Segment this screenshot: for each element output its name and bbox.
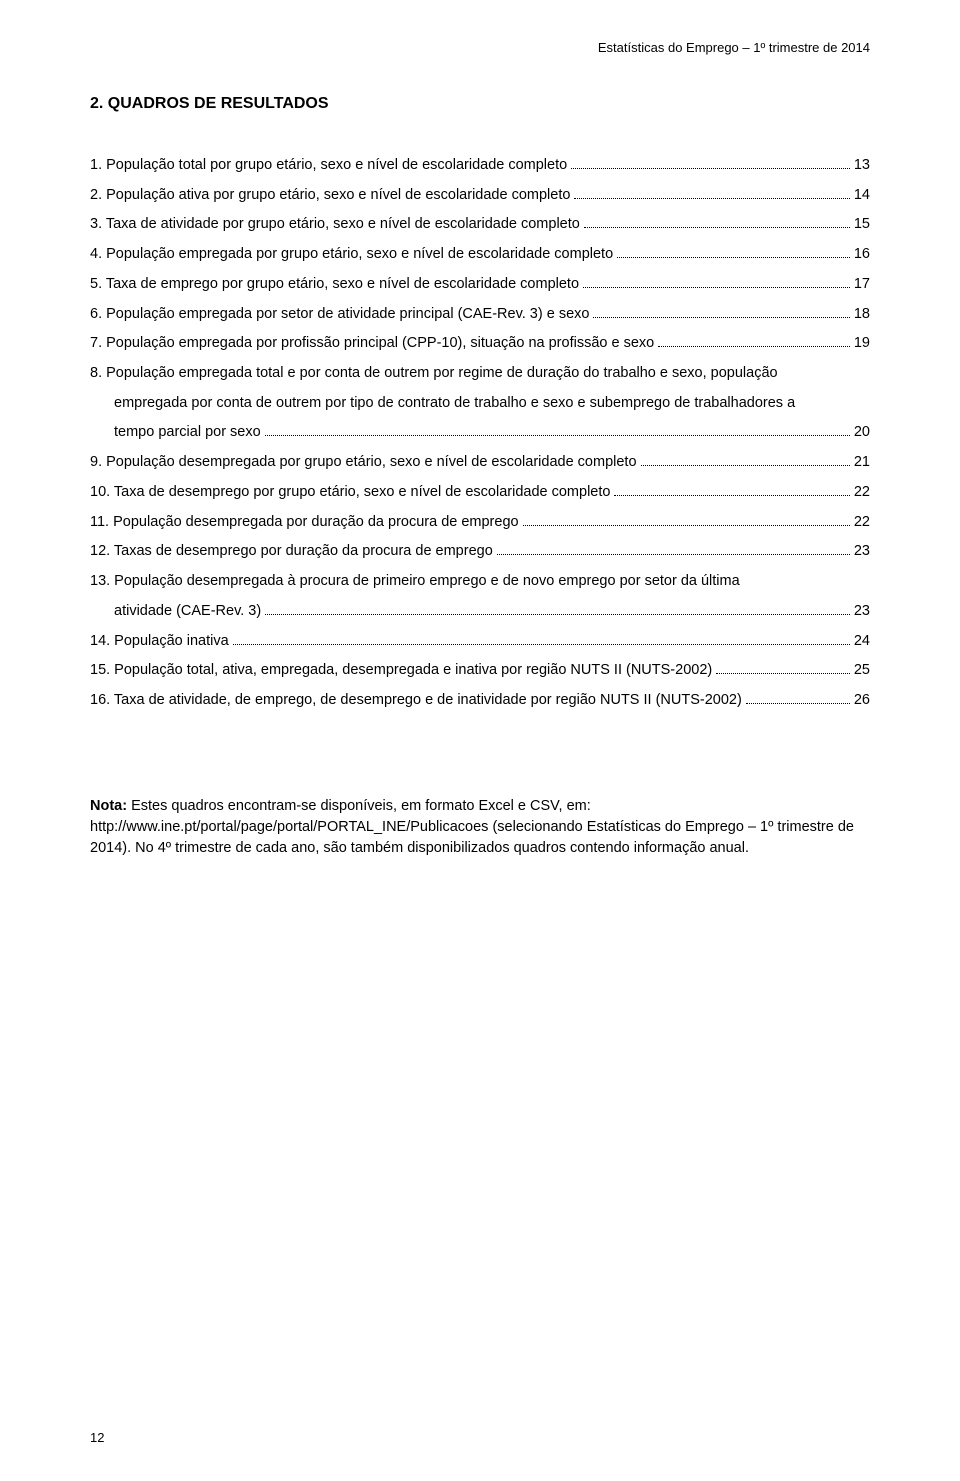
toc-entry[interactable]: 10. Taxa de desemprego por grupo etário,…	[90, 478, 870, 508]
toc-leader-dots	[574, 189, 849, 199]
toc-page-number: 15	[854, 210, 870, 240]
toc-text: 16. Taxa de atividade, de emprego, de de…	[90, 686, 742, 716]
toc-page-number: 14	[854, 181, 870, 211]
header-text: Estatísticas do Emprego – 1º trimestre d…	[90, 40, 870, 55]
toc-leader-dots	[523, 516, 850, 526]
toc-text: 9. População desempregada por grupo etár…	[90, 448, 637, 478]
page-container: Estatísticas do Emprego – 1º trimestre d…	[0, 0, 960, 1481]
toc-text: 11. População desempregada por duração d…	[90, 508, 519, 538]
toc-leader-dots	[617, 248, 850, 258]
toc-entry[interactable]: 15. População total, ativa, empregada, d…	[90, 656, 870, 686]
toc-text: 14. População inativa	[90, 627, 229, 657]
toc-entry[interactable]: 13. População desempregada à procura de …	[90, 567, 870, 597]
toc-leader-dots	[265, 427, 850, 437]
toc-page-number: 17	[854, 270, 870, 300]
toc-entry[interactable]: 2. População ativa por grupo etário, sex…	[90, 181, 870, 211]
toc-page-number: 21	[854, 448, 870, 478]
toc-entry[interactable]: 16. Taxa de atividade, de emprego, de de…	[90, 686, 870, 716]
toc-page-number: 22	[854, 478, 870, 508]
toc-text: 3. Taxa de atividade por grupo etário, s…	[90, 210, 580, 240]
toc-entry[interactable]: 3. Taxa de atividade por grupo etário, s…	[90, 210, 870, 240]
toc-page-number: 22	[854, 508, 870, 538]
toc-entry[interactable]: 9. População desempregada por grupo etár…	[90, 448, 870, 478]
toc-page-number: 16	[854, 240, 870, 270]
toc-leader-dots	[497, 546, 850, 556]
toc-entry[interactable]: tempo parcial por sexo 20	[90, 418, 870, 448]
toc-leader-dots	[614, 486, 849, 496]
toc-page-number: 20	[854, 418, 870, 448]
toc-entry[interactable]: 6. População empregada por setor de ativ…	[90, 300, 870, 330]
toc-entry[interactable]: 14. População inativa 24	[90, 627, 870, 657]
toc-entry[interactable]: 7. População empregada por profissão pri…	[90, 329, 870, 359]
toc-entry[interactable]: 5. Taxa de emprego por grupo etário, sex…	[90, 270, 870, 300]
section-title: 2. QUADROS DE RESULTADOS	[90, 95, 870, 113]
toc-page-number: 18	[854, 300, 870, 330]
toc-text: 10. Taxa de desemprego por grupo etário,…	[90, 478, 610, 508]
note-label: Nota:	[90, 798, 127, 814]
toc-leader-dots	[571, 159, 850, 169]
note-line1: Estes quadros encontram-se disponíveis, …	[127, 798, 591, 814]
toc-text: 2. População ativa por grupo etário, sex…	[90, 181, 570, 211]
toc-text: 5. Taxa de emprego por grupo etário, sex…	[90, 270, 579, 300]
toc-entry[interactable]: 4. População empregada por grupo etário,…	[90, 240, 870, 270]
toc-leader-dots	[583, 278, 850, 288]
toc-leader-dots	[265, 605, 850, 615]
toc-leader-dots	[716, 665, 850, 675]
toc-text: 6. População empregada por setor de ativ…	[90, 300, 589, 330]
toc-page-number: 26	[854, 686, 870, 716]
toc-leader-dots	[746, 694, 850, 704]
toc-leader-dots	[233, 635, 850, 645]
toc-text: 15. População total, ativa, empregada, d…	[90, 656, 712, 686]
toc-page-number: 13	[854, 151, 870, 181]
toc-text: 7. População empregada por profissão pri…	[90, 329, 654, 359]
toc-entry[interactable]: 8. População empregada total e por conta…	[90, 359, 870, 389]
toc-page-number: 19	[854, 329, 870, 359]
note-block: Nota: Estes quadros encontram-se disponí…	[90, 796, 870, 859]
toc-text: 8. População empregada total e por conta…	[90, 359, 778, 389]
toc-text: 4. População empregada por grupo etário,…	[90, 240, 613, 270]
toc-text: 1. População total por grupo etário, sex…	[90, 151, 567, 181]
toc-entry[interactable]: 11. População desempregada por duração d…	[90, 508, 870, 538]
toc-list: 1. População total por grupo etário, sex…	[90, 151, 870, 716]
toc-page-number: 24	[854, 627, 870, 657]
toc-page-number: 23	[854, 537, 870, 567]
toc-page-number: 23	[854, 597, 870, 627]
toc-page-number: 25	[854, 656, 870, 686]
toc-text: atividade (CAE-Rev. 3)	[90, 597, 261, 627]
toc-entry[interactable]: empregada por conta de outrem por tipo d…	[90, 389, 870, 419]
toc-text: tempo parcial por sexo	[90, 418, 261, 448]
toc-entry[interactable]: atividade (CAE-Rev. 3) 23	[90, 597, 870, 627]
toc-leader-dots	[584, 219, 850, 229]
toc-leader-dots	[658, 338, 850, 348]
note-line2: http://www.ine.pt/portal/page/portal/POR…	[90, 819, 854, 856]
toc-entry[interactable]: 12. Taxas de desemprego por duração da p…	[90, 537, 870, 567]
toc-text: 12. Taxas de desemprego por duração da p…	[90, 537, 493, 567]
toc-leader-dots	[593, 308, 849, 318]
toc-text: empregada por conta de outrem por tipo d…	[90, 389, 795, 419]
toc-entry[interactable]: 1. População total por grupo etário, sex…	[90, 151, 870, 181]
toc-text: 13. População desempregada à procura de …	[90, 567, 740, 597]
toc-leader-dots	[641, 457, 850, 467]
page-number: 12	[90, 1430, 104, 1445]
